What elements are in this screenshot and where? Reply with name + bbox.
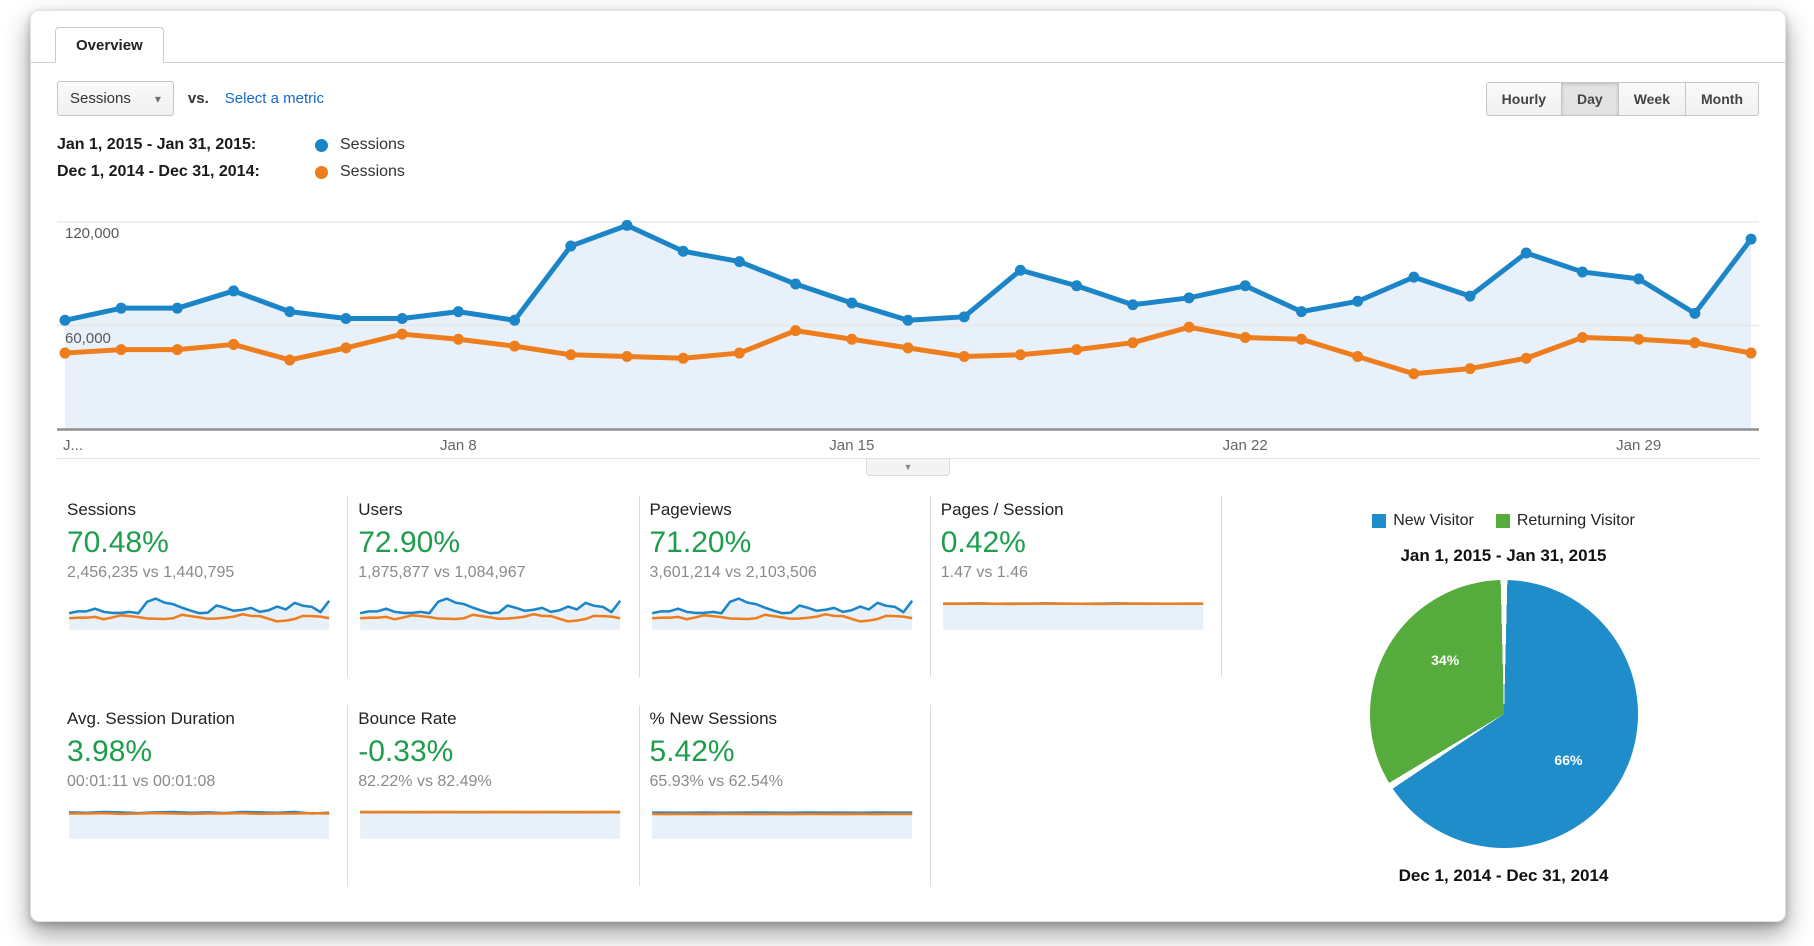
metrics-grid: Sessions 70.48% 2,456,235 vs 1,440,795 U… — [57, 496, 1222, 886]
metric-comparison: 1,875,877 vs 1,084,967 — [358, 564, 526, 581]
sessions-timeline-chart[interactable]: 120,000 60,000 — [57, 196, 1759, 431]
legend-swatch-icon — [1495, 514, 1510, 528]
granularity-hourly-button[interactable]: Hourly — [1485, 81, 1562, 116]
analytics-overview-card: Overview Sessions ▾ vs. Select a metric … — [30, 10, 1786, 922]
metric-card-empty — [931, 705, 1222, 886]
visitor-type-panel: New Visitor Returning Visitor Jan 1, 201… — [1222, 496, 1785, 886]
metric-label: Pageviews — [649, 500, 732, 519]
metric-card-avg-session-duration: Avg. Session Duration 3.98% 00:01:11 vs … — [57, 705, 349, 886]
metric-card-pageviews: Pageviews 71.20% 3,601,214 vs 2,103,506 — [640, 496, 931, 677]
metric-dropdown-label: Sessions — [70, 90, 131, 107]
legend-row-previous: Dec 1, 2014 - Dec 31, 2014: Sessions — [57, 163, 1759, 181]
legend-series-name: Sessions — [340, 136, 405, 153]
metric-comparison: 1.47 vs 1.46 — [940, 564, 1028, 581]
metric-sparkline — [650, 801, 914, 841]
collapse-arrow-icon: ▼ — [903, 461, 913, 472]
metric-delta: 5.42% — [649, 735, 735, 768]
x-axis-tick-jan22: Jan 22 — [1222, 437, 1268, 454]
tab-overview[interactable]: Overview — [55, 27, 164, 63]
summary-section: Sessions 70.48% 2,456,235 vs 1,440,795 U… — [31, 496, 1785, 886]
series-dot-icon — [315, 138, 328, 152]
x-axis: J... Jan 8 Jan 15 Jan 22 Jan 29 — [57, 431, 1759, 459]
legend-date-range: Dec 1, 2014 - Dec 31, 2014: — [57, 163, 260, 180]
y-axis-tick-120000: 120,000 — [65, 225, 120, 242]
metric-comparison: 82.22% vs 82.49% — [358, 773, 492, 790]
chart-toolbar: Sessions ▾ vs. Select a metric Hourly Da… — [31, 63, 1785, 130]
metric-card-bounce-rate: Bounce Rate -0.33% 82.22% vs 82.49% — [348, 705, 640, 886]
metric-sparkline — [650, 592, 914, 632]
metric-label: Avg. Session Duration — [67, 709, 235, 728]
metric-card-new-sessions: % New Sessions 5.42% 65.93% vs 62.54% — [640, 705, 931, 886]
granularity-day-button[interactable]: Day — [1562, 81, 1619, 116]
tab-bar: Overview — [31, 27, 1785, 63]
granularity-week-button[interactable]: Week — [1618, 81, 1687, 116]
granularity-month-button[interactable]: Month — [1686, 81, 1759, 116]
legend-row-current: Jan 1, 2015 - Jan 31, 2015: Sessions — [57, 136, 1759, 154]
legend-date-range: Jan 1, 2015 - Jan 31, 2015: — [57, 136, 257, 153]
metric-delta: 71.20% — [649, 526, 752, 559]
vs-label: vs. — [187, 90, 209, 107]
metric-sparkline — [67, 592, 331, 632]
metric-delta: 0.42% — [940, 526, 1026, 559]
metric-comparison: 00:01:11 vs 00:01:08 — [67, 773, 216, 790]
legend-series-name: Sessions — [340, 163, 405, 180]
pie-legend-new-visitor: New Visitor — [1372, 512, 1474, 530]
metric-dropdown[interactable]: Sessions ▾ — [57, 81, 174, 116]
x-axis-tick-jan29: Jan 29 — [1616, 437, 1662, 454]
x-axis-tick-jan15: Jan 15 — [829, 437, 875, 454]
metric-label: Bounce Rate — [358, 709, 457, 728]
metric-label: % New Sessions — [649, 709, 778, 728]
metric-card-pages-session: Pages / Session 0.42% 1.47 vs 1.46 — [931, 496, 1222, 677]
pie-caption-previous-range: Dec 1, 2014 - Dec 31, 2014 — [1398, 866, 1609, 885]
visitor-type-pie-chart[interactable]: 66% 34% — [1369, 580, 1638, 848]
metric-sparkline — [358, 801, 622, 841]
series-dot-icon — [315, 165, 328, 179]
chevron-down-icon: ▾ — [154, 91, 161, 106]
metric-comparison: 2,456,235 vs 1,440,795 — [67, 564, 235, 581]
pie-slice-label-returning-visitor: 34% — [1431, 652, 1460, 669]
legend-swatch-icon — [1372, 514, 1387, 528]
metric-card-sessions: Sessions 70.48% 2,456,235 vs 1,440,795 — [57, 496, 349, 677]
pie-legend: New Visitor Returning Visitor — [1372, 512, 1635, 530]
metric-delta: 3.98% — [67, 735, 153, 768]
x-axis-tick-jan8: Jan 8 — [439, 437, 477, 454]
metric-delta: -0.33% — [358, 735, 454, 768]
metric-sparkline — [67, 801, 331, 841]
pie-slice-label-new-visitor: 66% — [1554, 751, 1583, 768]
metric-card-users: Users 72.90% 1,875,877 vs 1,084,967 — [348, 496, 640, 677]
metric-label: Pages / Session — [940, 500, 1064, 519]
select-metric-link[interactable]: Select a metric — [224, 90, 324, 107]
x-axis-tick-jan1: J... — [63, 437, 84, 454]
metric-sparkline — [941, 592, 1205, 632]
metric-delta: 70.48% — [67, 526, 169, 559]
metric-comparison: 65.93% vs 62.54% — [649, 773, 783, 790]
chart-legend: Jan 1, 2015 - Jan 31, 2015: Sessions Dec… — [31, 130, 1785, 194]
metric-comparison: 3,601,214 vs 2,103,506 — [649, 564, 817, 581]
granularity-group: Hourly Day Week Month — [1485, 81, 1759, 116]
y-axis-tick-60000: 60,000 — [65, 330, 111, 347]
metric-sparkline — [358, 592, 622, 632]
pie-title-current-range: Jan 1, 2015 - Jan 31, 2015 — [1400, 546, 1607, 565]
pie-legend-label: New Visitor — [1393, 512, 1474, 529]
pie-legend-returning-visitor: Returning Visitor — [1495, 512, 1635, 530]
pie-legend-label: Returning Visitor — [1516, 512, 1635, 529]
chart-collapse-toggle[interactable]: ▼ — [866, 459, 950, 476]
metric-label: Sessions — [67, 500, 136, 519]
metric-delta: 72.90% — [358, 526, 460, 559]
metric-label: Users — [358, 500, 403, 519]
